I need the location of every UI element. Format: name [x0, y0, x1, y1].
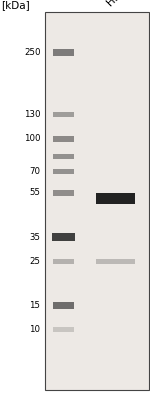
Bar [53, 112, 74, 117]
Text: 55: 55 [30, 188, 40, 198]
Bar [52, 233, 75, 241]
Text: 35: 35 [30, 233, 40, 242]
Text: 70: 70 [30, 167, 40, 176]
Text: 10: 10 [30, 325, 40, 334]
Bar [96, 193, 135, 203]
Bar [45, 12, 148, 390]
Bar [96, 259, 135, 264]
Text: 250: 250 [24, 48, 40, 56]
Bar [53, 169, 74, 174]
Text: 15: 15 [30, 300, 40, 310]
Bar [53, 154, 74, 159]
Text: HEK 293: HEK 293 [105, 0, 144, 8]
Bar [53, 136, 74, 142]
Text: 130: 130 [24, 110, 40, 119]
Text: 100: 100 [24, 134, 40, 144]
Bar [53, 49, 74, 56]
Bar [53, 190, 74, 196]
Bar [53, 327, 74, 332]
Text: [kDa]: [kDa] [2, 0, 30, 10]
Bar [53, 259, 74, 264]
Text: 25: 25 [30, 257, 40, 266]
Bar [53, 302, 74, 308]
